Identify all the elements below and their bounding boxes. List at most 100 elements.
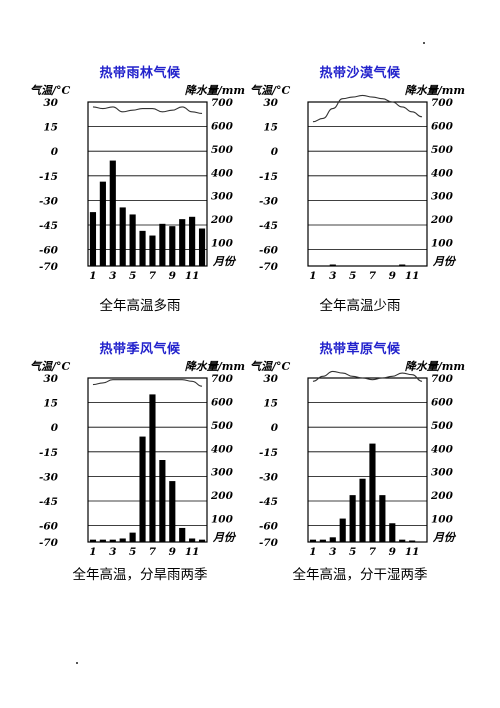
temperature-tick-label: -60 bbox=[259, 245, 279, 257]
precipitation-tick-label: 200 bbox=[430, 214, 454, 226]
month-tick-label: 1 bbox=[89, 546, 96, 558]
temperature-tick-label: -45 bbox=[259, 220, 278, 232]
precipitation-tick-label: 600 bbox=[431, 120, 454, 132]
chart-title: 热带沙漠气候 bbox=[319, 66, 401, 81]
precipitation-bar bbox=[309, 539, 317, 542]
precipitation-bar bbox=[339, 518, 346, 542]
precipitation-bar bbox=[349, 495, 356, 542]
precipitation-axis-label: 降水量/mm bbox=[185, 360, 245, 373]
precipitation-bar bbox=[159, 223, 166, 266]
precipitation-bar bbox=[169, 481, 176, 542]
precipitation-tick-label: 400 bbox=[211, 443, 234, 455]
precipitation-bar bbox=[129, 214, 136, 266]
precipitation-tick-label: 500 bbox=[431, 144, 454, 156]
temperature-tick-label: 30 bbox=[43, 373, 58, 385]
temperature-line bbox=[312, 94, 423, 123]
chart-caption: 全年高温，分干湿两季 bbox=[292, 567, 428, 583]
speck bbox=[423, 42, 425, 44]
precipitation-axis-label: 降水量/mm bbox=[405, 360, 465, 373]
plot-frame bbox=[307, 377, 428, 543]
temperature-axis-label: 气温/°C bbox=[250, 84, 291, 97]
temperature-tick-label: -70 bbox=[39, 261, 59, 273]
temperature-tick-label: 15 bbox=[263, 122, 278, 134]
precipitation-tick-label: 100 bbox=[211, 514, 234, 526]
month-tick-label: 9 bbox=[169, 270, 177, 282]
month-tick-label: 3 bbox=[329, 270, 336, 282]
month-tick-label: 3 bbox=[109, 546, 116, 558]
precipitation-axis-label: 降水量/mm bbox=[185, 84, 245, 97]
precipitation-bar bbox=[329, 537, 336, 542]
precipitation-tick-label: 300 bbox=[211, 191, 234, 203]
month-tick-label: 1 bbox=[309, 270, 316, 282]
speck bbox=[76, 662, 78, 664]
month-tick-label: 5 bbox=[349, 270, 356, 282]
month-tick-label: 7 bbox=[369, 546, 377, 558]
precipitation-bar bbox=[159, 460, 166, 542]
precipitation-tick-label: 100 bbox=[431, 514, 454, 526]
temperature-tick-label: 30 bbox=[43, 97, 58, 109]
precipitation-bar bbox=[119, 538, 126, 542]
precipitation-tick-label: 400 bbox=[211, 167, 234, 179]
precipitation-axis-label: 降水量/mm bbox=[405, 84, 465, 97]
month-tick-label: 5 bbox=[129, 546, 136, 558]
month-tick-label: 11 bbox=[405, 270, 420, 282]
precipitation-bar bbox=[139, 436, 146, 542]
precipitation-tick-label: 500 bbox=[431, 420, 454, 432]
precipitation-tick-label: 700 bbox=[431, 97, 454, 109]
temperature-tick-label: 15 bbox=[43, 398, 58, 410]
precipitation-bar bbox=[399, 539, 406, 542]
precipitation-bar bbox=[179, 527, 186, 542]
month-axis-label: 月份 bbox=[432, 531, 457, 544]
temperature-tick-label: -70 bbox=[259, 261, 279, 273]
precipitation-bar bbox=[179, 219, 186, 266]
temperature-tick-label: -45 bbox=[259, 496, 278, 508]
precipitation-tick-label: 500 bbox=[211, 144, 234, 156]
temperature-line bbox=[92, 106, 203, 115]
precipitation-bar bbox=[409, 540, 416, 542]
temperature-tick-label: -15 bbox=[39, 171, 58, 183]
precipitation-bar bbox=[198, 539, 206, 542]
chart-rainforest: 30150-15-30-45-60-7070060050040030020010… bbox=[30, 84, 245, 282]
chart-monsoon: 30150-15-30-45-60-7070060050040030020010… bbox=[30, 360, 245, 558]
panel-monsoon: 热带季风气候 30 15 0 -15 -30 -45 -60 -70 700 600 500 400 3… bbox=[15, 338, 265, 608]
month-tick-label: 1 bbox=[309, 546, 316, 558]
precipitation-tick-label: 300 bbox=[211, 467, 234, 479]
month-tick-label: 7 bbox=[369, 270, 377, 282]
month-tick-label: 9 bbox=[389, 546, 397, 558]
precipitation-tick-label: 700 bbox=[211, 373, 234, 385]
panel-desert: 热带沙漠气候 30 15 0 -15 -30 -45 -60 -70 700 600 500 400 3… bbox=[235, 62, 485, 332]
precipitation-tick-label: 200 bbox=[210, 214, 234, 226]
temperature-tick-label: -15 bbox=[39, 447, 58, 459]
precipitation-bar bbox=[359, 478, 366, 542]
temperature-tick-label: 15 bbox=[263, 398, 278, 410]
precipitation-bar bbox=[129, 532, 136, 542]
precipitation-bar bbox=[149, 235, 156, 266]
precipitation-bar bbox=[99, 181, 106, 266]
month-tick-label: 9 bbox=[389, 270, 397, 282]
month-tick-label: 11 bbox=[185, 546, 200, 558]
precipitation-tick-label: 600 bbox=[431, 396, 454, 408]
plot-frame bbox=[307, 101, 428, 267]
precipitation-bar bbox=[329, 264, 336, 266]
temperature-tick-label: -60 bbox=[39, 521, 59, 533]
temperature-tick-label: 0 bbox=[51, 422, 59, 434]
temperature-tick-label: -70 bbox=[39, 537, 59, 549]
month-axis-label: 月份 bbox=[432, 255, 457, 268]
precipitation-tick-label: 300 bbox=[431, 191, 454, 203]
temperature-tick-label: 0 bbox=[51, 146, 59, 158]
precipitation-bar bbox=[169, 226, 176, 266]
temperature-tick-label: -15 bbox=[259, 447, 278, 459]
precipitation-tick-label: 600 bbox=[211, 396, 234, 408]
chart-caption: 全年高温少雨 bbox=[319, 298, 401, 314]
temperature-axis-label: 气温/°C bbox=[30, 360, 71, 373]
panel-savanna: 热带草原气候 30 15 0 -15 -30 -45 -60 -70 700 600 500 400 3… bbox=[235, 338, 485, 608]
precipitation-tick-label: 200 bbox=[430, 490, 454, 502]
temperature-tick-label: -30 bbox=[39, 471, 59, 483]
precipitation-bar bbox=[399, 264, 406, 266]
chart-caption: 全年高温多雨 bbox=[99, 298, 181, 314]
plot-frame bbox=[87, 377, 208, 543]
precipitation-tick-label: 400 bbox=[431, 167, 454, 179]
month-tick-label: 9 bbox=[169, 546, 177, 558]
precipitation-tick-label: 300 bbox=[431, 467, 454, 479]
precipitation-bar bbox=[319, 539, 326, 542]
